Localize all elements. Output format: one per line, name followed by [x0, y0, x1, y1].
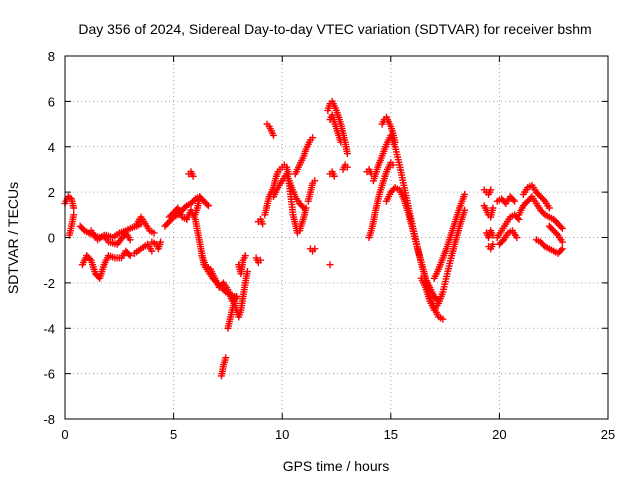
data-point-arc-f [148, 247, 156, 255]
data-point-arc-ar [511, 197, 519, 205]
data-point-arc-z [311, 177, 319, 185]
y-tick-label: 2 [48, 185, 55, 200]
data-point-arc-aa [311, 245, 319, 253]
y-tick-label: -6 [43, 367, 55, 382]
x-tick-label: 0 [61, 427, 68, 442]
data-point-arc-aw [558, 245, 566, 253]
y-tick-label: -2 [43, 276, 55, 291]
x-axis-label: GPS time / hours [283, 458, 390, 474]
data-point-arc-ab [343, 150, 351, 158]
data-point-arc-t [259, 220, 267, 228]
data-point-arc-e [126, 236, 134, 244]
data-point-arc-g [150, 229, 158, 237]
data-point-arc-aw [557, 246, 565, 254]
data-point-arc-ac [337, 138, 345, 146]
data-point-arc-af [343, 163, 351, 171]
data-point-arc-d [125, 250, 133, 258]
data-point-arc-c [79, 225, 87, 233]
data-point-arc-aq [489, 240, 497, 248]
x-tick-label: 15 [384, 427, 398, 442]
data-point-arc-av [558, 224, 566, 232]
y-tick-label: -4 [43, 321, 55, 336]
axis-ticks: 0 5 10 15 20 25 -8 -6 -4 -2 0 2 4 6 8 [43, 49, 615, 442]
data-point-arc-at [498, 237, 506, 245]
data-point-arc-k [196, 193, 204, 201]
data-point-arc-ao [489, 204, 497, 212]
x-tick-label: 20 [492, 427, 506, 442]
data-point-arc-an [487, 186, 495, 194]
data-point-arc-b [70, 211, 78, 219]
x-tick-label: 5 [170, 427, 177, 442]
y-tick-label: -8 [43, 412, 55, 427]
data-point-arc-u [270, 131, 278, 139]
chart-title: Day 356 of 2024, Sidereal Day-to-day VTE… [78, 21, 591, 37]
data-point-arc-ar [509, 196, 517, 204]
data-point-arc-x [302, 204, 310, 212]
y-tick-label: 8 [48, 49, 55, 64]
data-point-arc-ai [439, 315, 447, 323]
data-point-arc-d [126, 252, 134, 260]
data-point-arc-ax [558, 238, 566, 246]
data-point-arc-ah [389, 161, 397, 169]
data-point-arc-i [203, 200, 211, 208]
data-point-arc-i [204, 202, 212, 210]
y-tick-label: 6 [48, 94, 55, 109]
data-point-arc-at [513, 234, 521, 241]
data-point-arc-ae [326, 261, 334, 269]
data-point-arc-av [540, 209, 548, 217]
data-point-arc-w [298, 202, 306, 210]
data-point-arc-av [557, 223, 565, 231]
data-point-arc-ad [330, 172, 338, 180]
data-points [61, 97, 566, 380]
x-tick-label: 10 [275, 427, 289, 442]
data-point-arc-l [189, 172, 197, 180]
data-point-arc-q [243, 268, 251, 276]
data-point-arc-s [256, 256, 264, 264]
y-tick-label: 0 [48, 231, 55, 246]
data-point-arc-au [540, 196, 548, 204]
data-point-arc-h [157, 238, 165, 246]
x-tick-label: 25 [601, 427, 615, 442]
data-point-arc-o [222, 354, 230, 362]
data-point-arc-aj [391, 138, 399, 146]
data-point-arc-y [309, 134, 317, 142]
data-point-arc-aw [540, 241, 548, 249]
data-point-arc-a [70, 204, 78, 212]
data-point-arc-ax [553, 230, 561, 238]
data-point-arc-au [545, 204, 553, 212]
y-axis-label: SDTVAR / TECUs [5, 182, 21, 294]
data-point-arc-d [86, 255, 94, 263]
data-point-arc-i [190, 196, 198, 204]
data-point-arc-am [461, 190, 469, 198]
y-tick-label: 4 [48, 140, 55, 155]
data-point-arc-r [241, 252, 249, 260]
data-point-arc-i [181, 203, 189, 211]
